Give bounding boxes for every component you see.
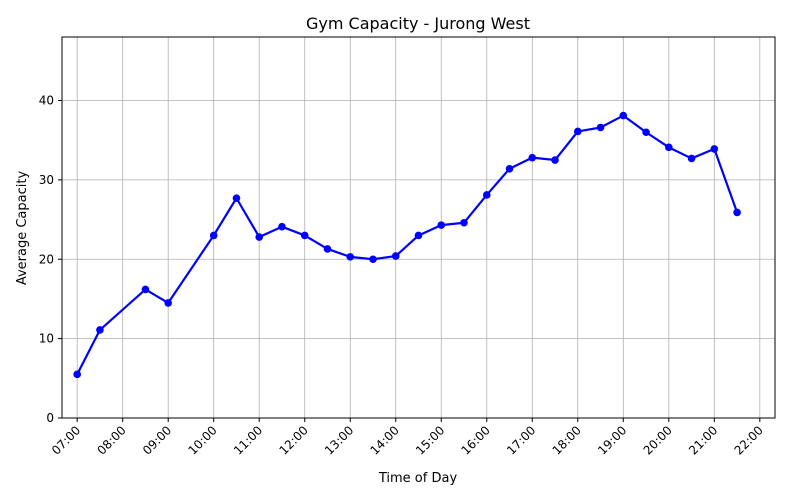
- y-tick-label: 40: [39, 94, 54, 108]
- x-tick-label: 08:00: [94, 423, 128, 457]
- chart-title: Gym Capacity - Jurong West: [306, 14, 530, 33]
- data-point: [596, 123, 605, 132]
- data-point: [482, 191, 491, 199]
- y-axis: 0 10 20 30 40: [39, 94, 62, 425]
- data-point: [733, 208, 741, 217]
- x-tick-label: 11:00: [231, 423, 265, 457]
- series-line: [76, 114, 739, 375]
- data-point: [414, 231, 423, 240]
- series-layer: [73, 111, 741, 379]
- data-point: [665, 143, 673, 152]
- x-tick-label: 14:00: [368, 423, 402, 457]
- data-point: [528, 153, 537, 162]
- data-point: [300, 231, 309, 240]
- data-point: [255, 233, 264, 241]
- x-axis-title: Time of Day: [378, 471, 458, 486]
- data-point: [164, 299, 172, 307]
- data-point: [619, 111, 628, 120]
- data-point: [573, 127, 582, 136]
- data-point: [323, 245, 332, 253]
- data-point: [437, 221, 446, 229]
- x-tick-label: 09:00: [140, 423, 174, 457]
- data-point: [369, 255, 377, 264]
- data-point: [710, 145, 719, 153]
- data-point: [391, 252, 400, 260]
- x-tick-label: 22:00: [732, 423, 766, 457]
- data-point: [209, 231, 218, 240]
- data-point: [551, 156, 559, 164]
- x-tick-label: 17:00: [504, 423, 538, 457]
- x-tick-label: 10:00: [185, 423, 219, 457]
- x-tick-label: 07:00: [49, 423, 83, 457]
- x-tick-label: 16:00: [459, 423, 493, 457]
- data-point: [232, 194, 241, 202]
- x-tick-label: 12:00: [276, 423, 310, 457]
- x-tick-label: 20:00: [641, 423, 675, 457]
- grid: [62, 37, 775, 419]
- data-point: [687, 154, 696, 163]
- x-tick-label: 19:00: [595, 423, 629, 457]
- x-tick-label: 21:00: [686, 423, 720, 457]
- x-tick-label: 15:00: [413, 423, 447, 457]
- y-tick-label: 20: [39, 252, 54, 266]
- y-axis-title: Average Capacity: [15, 171, 30, 286]
- data-point: [642, 128, 650, 137]
- x-tick-label: 18:00: [550, 423, 584, 457]
- data-point: [278, 222, 286, 231]
- data-point: [460, 218, 468, 227]
- x-axis: 07:00 08:00 09:00 10:00 11:00 12:00 13:00 14:00…: [49, 418, 766, 458]
- plot-frame: [61, 36, 776, 419]
- data-point: [346, 253, 355, 261]
- data-point: [96, 326, 104, 334]
- data-point: [141, 285, 150, 294]
- y-tick-label: 10: [39, 332, 54, 346]
- y-tick-label: 30: [39, 173, 54, 187]
- y-tick-label: 0: [46, 411, 54, 425]
- x-tick-label: 13:00: [322, 423, 356, 457]
- data-point: [505, 164, 514, 173]
- data-point: [73, 370, 81, 379]
